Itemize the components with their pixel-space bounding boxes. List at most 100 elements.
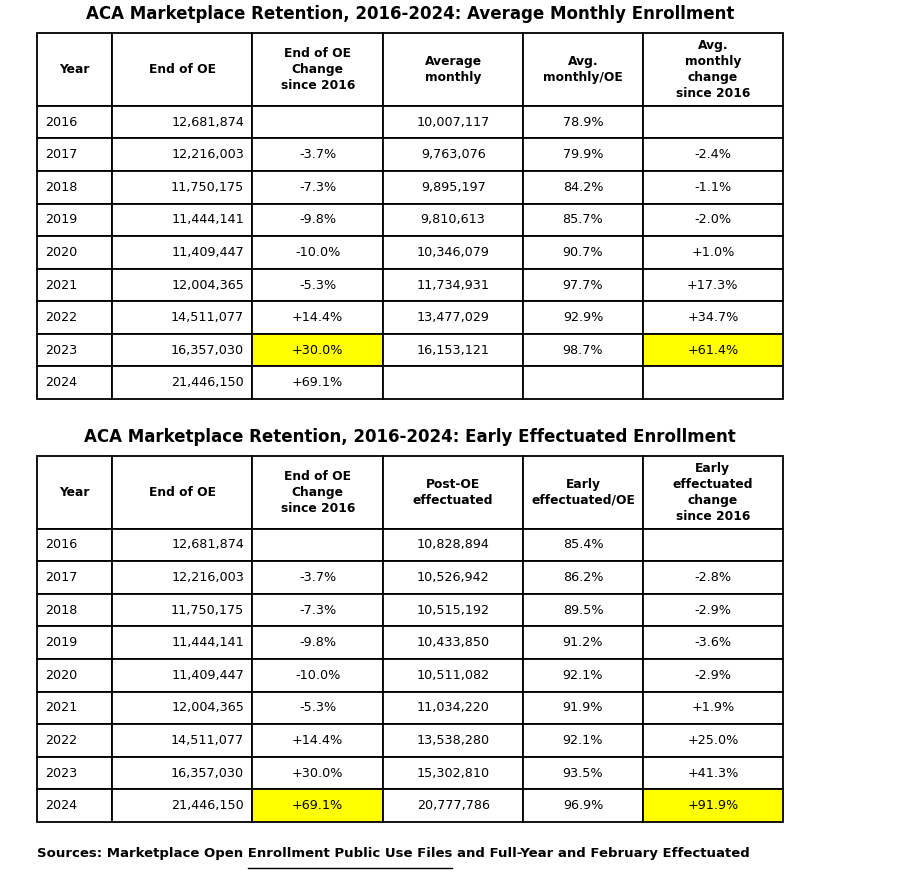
Text: 10,433,850: 10,433,850 xyxy=(416,636,490,649)
Bar xyxy=(112,334,252,366)
Bar xyxy=(523,138,643,171)
Bar xyxy=(112,757,252,789)
Text: 85.4%: 85.4% xyxy=(563,538,603,552)
Bar xyxy=(523,626,643,659)
Text: 10,511,082: 10,511,082 xyxy=(416,669,490,682)
Text: +30.0%: +30.0% xyxy=(292,344,344,357)
Bar xyxy=(523,301,643,334)
Text: 2017: 2017 xyxy=(45,148,77,161)
Bar xyxy=(383,456,523,529)
Bar xyxy=(252,594,383,626)
Bar xyxy=(112,33,252,106)
Bar xyxy=(383,757,523,789)
Bar xyxy=(383,692,523,724)
Bar xyxy=(523,789,643,822)
Text: 9,895,197: 9,895,197 xyxy=(421,181,485,194)
Text: 20,777,786: 20,777,786 xyxy=(416,799,490,812)
Text: +69.1%: +69.1% xyxy=(292,799,344,812)
Bar xyxy=(523,659,643,692)
Bar xyxy=(523,236,643,269)
Text: +17.3%: +17.3% xyxy=(687,278,739,292)
Text: ACA Marketplace Retention, 2016-2024: Average Monthly Enrollment: ACA Marketplace Retention, 2016-2024: Av… xyxy=(86,5,734,23)
Bar xyxy=(252,106,383,138)
Text: 21,446,150: 21,446,150 xyxy=(171,799,244,812)
Bar xyxy=(643,757,783,789)
Text: Post-OE
effectuated: Post-OE effectuated xyxy=(413,478,494,507)
Bar xyxy=(112,724,252,757)
Text: 14,511,077: 14,511,077 xyxy=(171,734,244,747)
Text: 14,511,077: 14,511,077 xyxy=(171,311,244,324)
Text: 92.1%: 92.1% xyxy=(563,734,603,747)
Text: 2022: 2022 xyxy=(45,311,77,324)
Bar xyxy=(523,269,643,301)
Bar xyxy=(643,659,783,692)
Bar xyxy=(252,269,383,301)
Bar xyxy=(252,171,383,204)
Bar xyxy=(523,529,643,561)
Bar xyxy=(252,138,383,171)
Bar xyxy=(37,269,112,301)
Text: +34.7%: +34.7% xyxy=(687,311,739,324)
Text: -3.7%: -3.7% xyxy=(299,571,336,584)
Bar xyxy=(383,594,523,626)
Bar xyxy=(37,204,112,236)
Text: -10.0%: -10.0% xyxy=(295,669,341,682)
Bar xyxy=(37,171,112,204)
Bar xyxy=(252,33,383,106)
Bar xyxy=(523,171,643,204)
Bar xyxy=(383,171,523,204)
Text: 84.2%: 84.2% xyxy=(563,181,603,194)
Bar xyxy=(112,692,252,724)
Bar xyxy=(523,594,643,626)
Bar xyxy=(523,757,643,789)
Text: 13,477,029: 13,477,029 xyxy=(416,311,490,324)
Text: 11,444,141: 11,444,141 xyxy=(171,213,244,226)
Text: 11,734,931: 11,734,931 xyxy=(416,278,490,292)
Text: 12,216,003: 12,216,003 xyxy=(171,148,244,161)
Bar xyxy=(643,594,783,626)
Text: 2023: 2023 xyxy=(45,344,77,357)
Bar xyxy=(643,789,783,822)
Bar xyxy=(523,366,643,399)
Text: 2016: 2016 xyxy=(45,538,77,552)
Bar xyxy=(112,269,252,301)
Text: 2020: 2020 xyxy=(45,669,77,682)
Bar xyxy=(252,692,383,724)
Bar xyxy=(37,757,112,789)
Text: End of OE
Change
since 2016: End of OE Change since 2016 xyxy=(281,470,355,515)
Bar xyxy=(252,366,383,399)
Text: 11,444,141: 11,444,141 xyxy=(171,636,244,649)
Bar xyxy=(643,529,783,561)
Text: 10,346,079: 10,346,079 xyxy=(416,246,490,259)
Text: -2.8%: -2.8% xyxy=(694,571,731,584)
Bar xyxy=(37,456,112,529)
Text: -9.8%: -9.8% xyxy=(299,636,336,649)
Text: 92.1%: 92.1% xyxy=(563,669,603,682)
Bar xyxy=(112,529,252,561)
Bar xyxy=(523,724,643,757)
Bar xyxy=(37,301,112,334)
Text: 2022: 2022 xyxy=(45,734,77,747)
Bar xyxy=(383,724,523,757)
Bar xyxy=(523,561,643,594)
Text: 2021: 2021 xyxy=(45,278,77,292)
Bar xyxy=(112,594,252,626)
Text: Early
effectuated/OE: Early effectuated/OE xyxy=(531,478,635,507)
Bar xyxy=(523,33,643,106)
Bar xyxy=(383,204,523,236)
Bar xyxy=(112,301,252,334)
Bar xyxy=(37,366,112,399)
Bar xyxy=(112,171,252,204)
Text: -2.4%: -2.4% xyxy=(694,148,731,161)
Text: 85.7%: 85.7% xyxy=(563,213,603,226)
Text: +14.4%: +14.4% xyxy=(292,734,344,747)
Bar xyxy=(37,33,112,106)
Text: +61.4%: +61.4% xyxy=(687,344,739,357)
Text: 89.5%: 89.5% xyxy=(563,603,603,617)
Bar xyxy=(37,626,112,659)
Text: 16,357,030: 16,357,030 xyxy=(171,766,244,780)
Bar xyxy=(523,106,643,138)
Bar xyxy=(383,659,523,692)
Bar xyxy=(383,626,523,659)
Text: 11,409,447: 11,409,447 xyxy=(171,246,244,259)
